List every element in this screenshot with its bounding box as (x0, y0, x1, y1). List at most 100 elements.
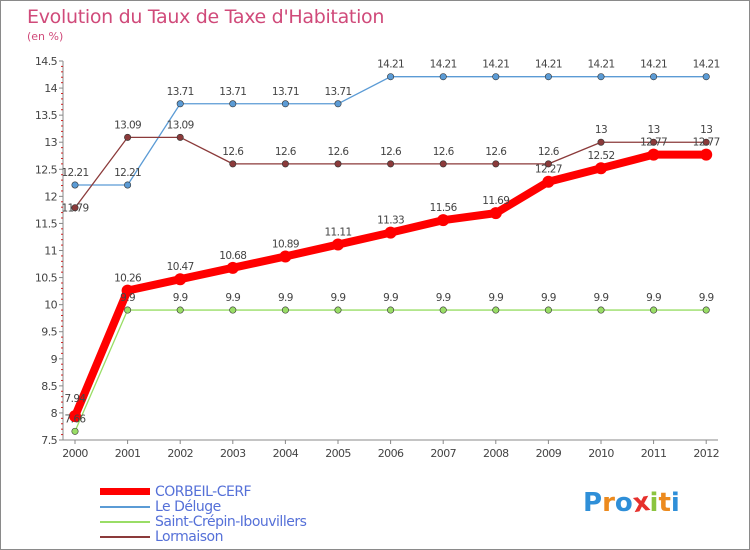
data-point (492, 160, 500, 168)
data-point (492, 73, 500, 81)
legend-swatch-le-deluge (100, 505, 150, 508)
legend-label-saint-crepin-ibouvillers: Saint-Crépin-Ibouvillers (155, 513, 307, 530)
data-label: 12.77 (693, 137, 720, 149)
data-label: 13 (648, 124, 660, 136)
data-point (439, 160, 447, 168)
x-tick-label: 2010 (588, 447, 614, 460)
legend-item-lormaison: Lormaison (100, 528, 400, 545)
data-point (124, 306, 132, 314)
logo-letter: i (670, 488, 680, 518)
data-label: 9.9 (594, 292, 609, 304)
x-tick-label: 2007 (430, 447, 456, 460)
data-point (439, 306, 447, 314)
data-label: 12.77 (640, 137, 667, 149)
data-point (121, 284, 134, 297)
y-tick-label: 8 (51, 407, 58, 420)
y-tick-label: 13 (44, 136, 57, 149)
data-point (492, 306, 500, 314)
y-tick-label: 14 (44, 82, 57, 95)
data-point (542, 175, 555, 188)
y-tick-label: 10 (44, 299, 57, 312)
data-label: 13 (700, 124, 712, 136)
data-label: 10.68 (219, 250, 246, 262)
legend-label-le-deluge: Le Déluge (155, 498, 221, 515)
data-label: 12.6 (380, 146, 402, 158)
data-label: 14.21 (587, 59, 614, 71)
x-tick-label: 2001 (115, 447, 141, 460)
data-point (437, 214, 450, 227)
data-label: 11.69 (482, 195, 509, 207)
data-point (334, 100, 342, 108)
legend-item-corbeil-cerf: CORBEIL-CERF (100, 484, 400, 500)
series-line-0 (71, 150, 711, 421)
logo-letter: r (602, 488, 615, 518)
data-point (544, 306, 552, 314)
legend-label-lormaison: Lormaison (155, 528, 223, 545)
data-point (595, 162, 607, 175)
data-point (229, 306, 237, 314)
data-label: 10.26 (114, 273, 142, 285)
data-label: 13.71 (324, 86, 351, 98)
y-tick-label: 12 (44, 190, 57, 203)
data-point (279, 250, 292, 263)
data-point (334, 160, 342, 168)
data-label: 14.21 (377, 59, 404, 71)
data-label: 12.6 (275, 146, 297, 158)
legend-swatch-saint-crepin-ibouvillers (100, 520, 150, 523)
data-point (281, 100, 289, 108)
data-point (124, 133, 132, 141)
x-tick-label: 2005 (325, 447, 351, 460)
data-label: 12.27 (535, 164, 562, 176)
y-tick-label: 10.5 (35, 272, 58, 285)
data-point (597, 138, 605, 146)
y-tick-label: 11 (44, 245, 57, 258)
data-label: 12.6 (222, 146, 244, 158)
data-point (647, 148, 660, 161)
data-point (702, 306, 710, 314)
data-label: 9.9 (120, 292, 135, 304)
data-point (544, 160, 552, 168)
data-point (387, 306, 395, 314)
data-label: 9.9 (225, 292, 240, 304)
chart-legend: CORBEIL-CERF Le Déluge Saint-Crépin-Ibou… (100, 484, 400, 545)
y-tick-label: 14.5 (35, 55, 58, 68)
data-point (650, 138, 658, 146)
data-label: 14.21 (535, 59, 562, 71)
data-label: 13.09 (167, 119, 194, 131)
data-label: 9.9 (646, 292, 661, 304)
data-point (650, 306, 658, 314)
data-point (71, 181, 79, 189)
data-point (229, 100, 237, 108)
data-label: 14.21 (482, 59, 509, 71)
data-label: 12.6 (538, 146, 560, 158)
data-label: 12.21 (114, 167, 141, 179)
data-point (226, 261, 239, 274)
legend-item-le-deluge: Le Déluge (100, 498, 400, 515)
x-tick-label: 2000 (62, 447, 88, 460)
data-label: 14.21 (693, 59, 720, 71)
data-point (387, 160, 395, 168)
data-point (384, 226, 397, 239)
data-point (650, 73, 658, 81)
logo-letter: x (630, 486, 652, 520)
legend-swatch-lormaison (100, 535, 150, 538)
legend-item-saint-crepin-ibouvillers: Saint-Crépin-Ibouvillers (100, 513, 400, 530)
data-label: 7.94 (65, 393, 87, 405)
data-point (71, 204, 79, 212)
data-point (700, 148, 713, 161)
data-label: 10.89 (272, 238, 299, 250)
x-tick-label: 2012 (693, 447, 719, 460)
data-point (332, 238, 344, 251)
x-tick-label: 2009 (536, 447, 562, 460)
data-label: 9.9 (173, 292, 188, 304)
series-line-2 (74, 309, 707, 432)
data-point (597, 73, 605, 81)
logo-letter: i (649, 488, 659, 518)
data-label: 14.21 (640, 59, 667, 71)
data-point (176, 100, 184, 108)
data-label: 14.21 (430, 59, 457, 71)
y-tick-label: 9.5 (41, 326, 57, 339)
data-point (544, 73, 552, 81)
data-label: 12.6 (485, 146, 507, 158)
